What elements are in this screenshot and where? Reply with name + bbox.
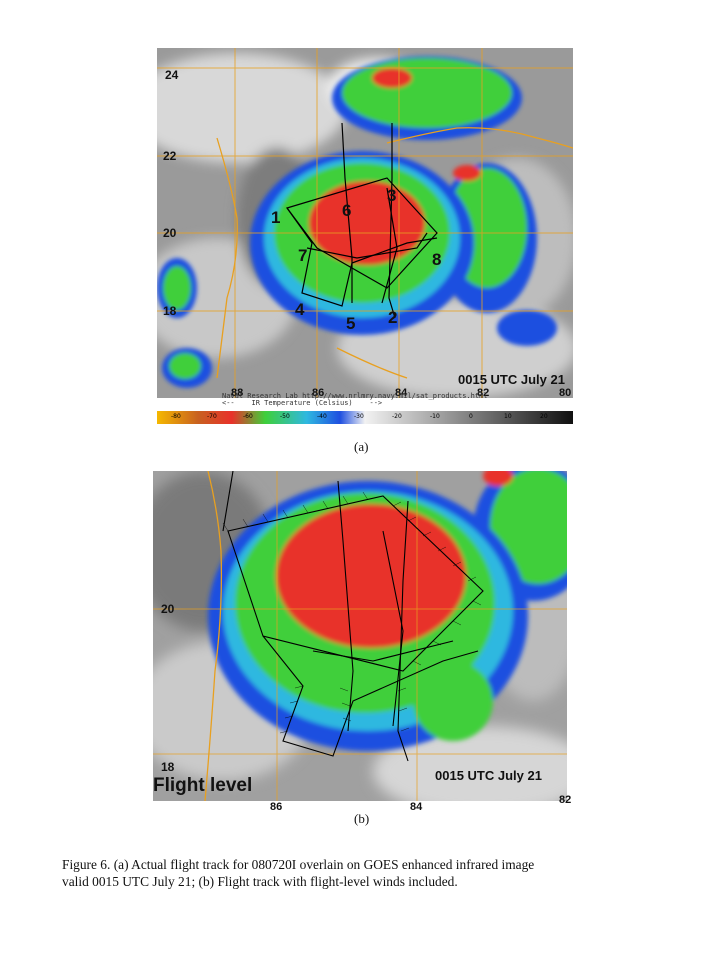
credit-line-1: Naval Research Lab http://www.nrlmry.nav… <box>222 392 488 400</box>
scale-tick: -70 <box>207 413 217 420</box>
subfigure-label-b: (b) <box>354 811 370 826</box>
waypoint-8: 8 <box>432 250 442 269</box>
scale-tick: -20 <box>392 413 402 420</box>
caption-line-1: Figure 6. (a) Actual flight track for 08… <box>62 857 535 872</box>
lon-label-84: 84 <box>395 387 408 398</box>
lat-label-22: 22 <box>163 149 177 163</box>
lat-label-18: 18 <box>163 304 177 318</box>
scale-tick: -80 <box>171 413 181 420</box>
flight-level-label: Flight level <box>153 775 253 796</box>
lat-label-24: 24 <box>165 68 179 82</box>
scale-tick: -60 <box>243 413 253 420</box>
data-credit: Naval Research Lab http://www.nrlmry.nav… <box>222 393 488 407</box>
lon-label-82: 82 <box>477 387 490 398</box>
scale-tick: 20 <box>540 413 548 420</box>
timestamp-a: 0015 UTC July 21 <box>458 372 565 387</box>
satellite-image-b: 20 18 Flight level 0015 UTC July 21 <box>153 471 567 801</box>
lat-label-18: 18 <box>161 760 175 774</box>
waypoint-4: 4 <box>295 300 305 319</box>
waypoint-6: 6 <box>342 201 352 220</box>
lon-label-86: 86 <box>312 387 325 398</box>
lon-label-82: 82 <box>559 794 572 806</box>
subfigure-label-a: (a) <box>354 439 369 454</box>
waypoint-5: 5 <box>346 314 356 333</box>
scale-tick: -50 <box>280 413 290 420</box>
scale-tick: -40 <box>317 413 327 420</box>
temperature-color-scale <box>157 411 573 424</box>
waypoint-2: 2 <box>388 308 398 327</box>
scale-tick: -30 <box>354 413 364 420</box>
caption-line-2: valid 0015 UTC July 21; (b) Flight track… <box>62 874 458 889</box>
ir-image-b <box>153 471 567 801</box>
waypoint-1: 1 <box>271 208 281 227</box>
figure-caption: Figure 6. (a) Actual flight track for 08… <box>62 856 682 890</box>
scale-tick: -10 <box>430 413 440 420</box>
scale-tick: 0 <box>469 413 473 420</box>
credit-line-2: <-- IR Temperature (Celsius) --> <box>222 399 383 407</box>
lon-label-88: 88 <box>231 387 244 398</box>
waypoint-7: 7 <box>298 246 308 265</box>
timestamp-b: 0015 UTC July 21 <box>435 768 542 783</box>
scale-tick: 10 <box>504 413 512 420</box>
lat-label-20: 20 <box>161 602 175 616</box>
ir-image-a <box>157 48 573 398</box>
lon-label-86: 86 <box>270 801 283 813</box>
waypoint-3: 3 <box>387 186 397 205</box>
lon-label-84: 84 <box>410 801 423 813</box>
lat-label-20: 20 <box>163 226 177 240</box>
satellite-image-a: 24 22 20 18 1 2 3 4 5 6 7 8 0015 UTC Jul… <box>157 48 573 398</box>
lon-label-80: 80 <box>559 387 572 398</box>
